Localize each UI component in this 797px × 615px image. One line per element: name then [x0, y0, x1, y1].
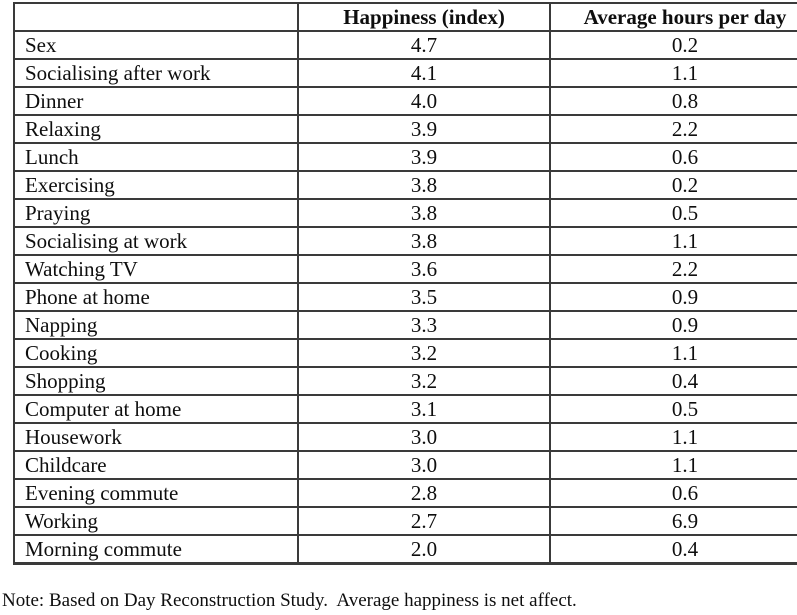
table-row: Evening commute 2.8 0.6 [13, 478, 797, 508]
cell-happiness: 3.0 [297, 422, 551, 452]
cell-hours: 0.5 [549, 394, 797, 424]
cell-activity: Relaxing [13, 114, 299, 144]
happiness-table: Happiness (index) Average hours per day … [13, 2, 797, 565]
cell-hours: 0.9 [549, 310, 797, 340]
cell-happiness: 3.2 [297, 338, 551, 368]
table-row: Dinner 4.0 0.8 [13, 86, 797, 116]
cell-hours: 0.6 [549, 478, 797, 508]
table-row: Housework 3.0 1.1 [13, 422, 797, 452]
table-row: Shopping 3.2 0.4 [13, 366, 797, 396]
table-note: Note: Based on Day Reconstruction Study.… [2, 590, 577, 611]
cell-happiness: 4.7 [297, 30, 551, 60]
header-activity [13, 2, 299, 32]
table-body: Sex 4.7 0.2 Socialising after work 4.1 1.1 Din… [13, 30, 797, 565]
table-row: Working 2.7 6.9 [13, 506, 797, 536]
cell-hours: 0.4 [549, 366, 797, 396]
cell-activity: Childcare [13, 450, 299, 480]
cell-activity: Evening commute [13, 478, 299, 508]
cell-happiness: 3.6 [297, 254, 551, 284]
table-row: Socialising at work 3.8 1.1 [13, 226, 797, 256]
table-row: Cooking 3.2 1.1 [13, 338, 797, 368]
cell-activity: Exercising [13, 170, 299, 200]
cell-hours: 0.5 [549, 198, 797, 228]
cell-hours: 1.1 [549, 338, 797, 368]
table-row: Lunch 3.9 0.6 [13, 142, 797, 172]
cell-happiness: 3.9 [297, 142, 551, 172]
table-header-row: Happiness (index) Average hours per day [13, 2, 797, 32]
cell-happiness: 3.8 [297, 170, 551, 200]
cell-hours: 1.1 [549, 422, 797, 452]
header-happiness-index: Happiness (index) [297, 2, 551, 32]
cell-hours: 1.1 [549, 450, 797, 480]
table-row: Sex 4.7 0.2 [13, 30, 797, 60]
cell-happiness: 3.3 [297, 310, 551, 340]
cell-hours: 1.1 [549, 58, 797, 88]
cell-hours: 0.6 [549, 142, 797, 172]
table-row: Watching TV 3.6 2.2 [13, 254, 797, 284]
cell-hours: 2.2 [549, 114, 797, 144]
cell-happiness: 4.0 [297, 86, 551, 116]
cell-activity: Dinner [13, 86, 299, 116]
cell-happiness: 4.1 [297, 58, 551, 88]
cell-activity: Socialising after work [13, 58, 299, 88]
table-row: Napping 3.3 0.9 [13, 310, 797, 340]
table-row: Childcare 3.0 1.1 [13, 450, 797, 480]
cell-happiness: 2.8 [297, 478, 551, 508]
cell-happiness: 3.9 [297, 114, 551, 144]
cell-hours: 0.8 [549, 86, 797, 116]
cell-happiness: 2.7 [297, 506, 551, 536]
table-row: Exercising 3.8 0.2 [13, 170, 797, 200]
cell-hours: 0.4 [549, 534, 797, 565]
cell-activity: Morning commute [13, 534, 299, 565]
cell-activity: Shopping [13, 366, 299, 396]
table-row: Phone at home 3.5 0.9 [13, 282, 797, 312]
cell-happiness: 3.0 [297, 450, 551, 480]
cell-activity: Housework [13, 422, 299, 452]
cell-activity: Lunch [13, 142, 299, 172]
cell-hours: 2.2 [549, 254, 797, 284]
cell-activity: Watching TV [13, 254, 299, 284]
cell-activity: Working [13, 506, 299, 536]
cell-happiness: 3.1 [297, 394, 551, 424]
cell-activity: Cooking [13, 338, 299, 368]
cell-hours: 0.2 [549, 30, 797, 60]
cell-happiness: 3.2 [297, 366, 551, 396]
cell-hours: 1.1 [549, 226, 797, 256]
table-row: Computer at home 3.1 0.5 [13, 394, 797, 424]
cell-activity: Praying [13, 198, 299, 228]
cell-hours: 0.2 [549, 170, 797, 200]
cell-activity: Phone at home [13, 282, 299, 312]
cell-hours: 0.9 [549, 282, 797, 312]
cell-happiness: 3.8 [297, 226, 551, 256]
table-row: Praying 3.8 0.5 [13, 198, 797, 228]
table-row: Relaxing 3.9 2.2 [13, 114, 797, 144]
cell-activity: Socialising at work [13, 226, 299, 256]
header-average-hours: Average hours per day [549, 2, 797, 32]
cell-happiness: 3.5 [297, 282, 551, 312]
table-row: Socialising after work 4.1 1.1 [13, 58, 797, 88]
cell-activity: Computer at home [13, 394, 299, 424]
cell-activity: Napping [13, 310, 299, 340]
cell-happiness: 3.8 [297, 198, 551, 228]
cell-activity: Sex [13, 30, 299, 60]
cell-hours: 6.9 [549, 506, 797, 536]
cell-happiness: 2.0 [297, 534, 551, 565]
table-row: Morning commute 2.0 0.4 [13, 534, 797, 565]
